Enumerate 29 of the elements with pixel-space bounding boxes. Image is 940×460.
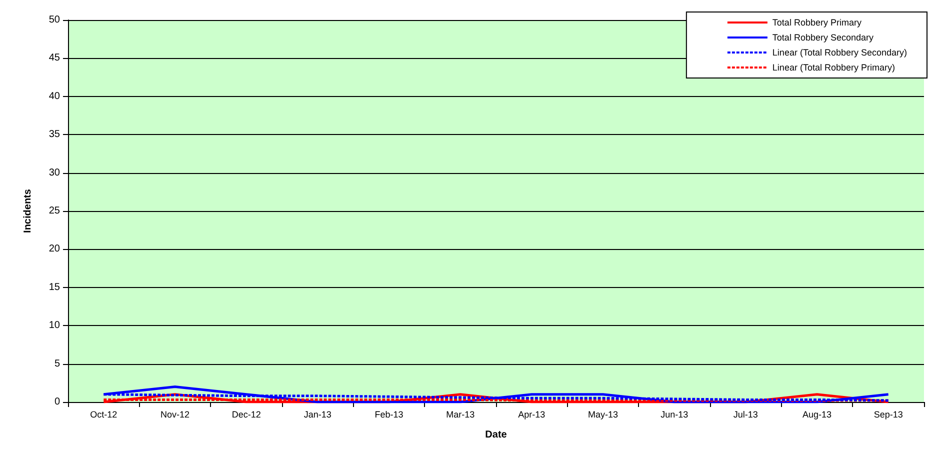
y-tick-label: 30 <box>48 167 60 178</box>
x-tick-label: Feb-13 <box>374 410 404 420</box>
y-tick-label: 10 <box>48 320 60 332</box>
y-axis-title: Incidents <box>22 188 34 233</box>
x-tick-label: Oct-12 <box>90 410 118 420</box>
y-tick-label: 20 <box>48 244 60 255</box>
y-tick-label: 15 <box>48 282 60 293</box>
legend-label: Linear (Total Robbery Secondary) <box>772 48 908 58</box>
y-tick-label: 5 <box>54 358 60 370</box>
y-tick-label: 35 <box>48 129 60 140</box>
x-tick-label: Sep-13 <box>874 410 903 420</box>
legend-label: Total Robbery Primary <box>772 18 862 28</box>
x-axis-title: Date <box>485 430 508 440</box>
y-tick-label: 40 <box>48 90 60 102</box>
x-tick-label: Jun-13 <box>660 410 688 420</box>
x-tick-label: Apr-13 <box>518 410 546 420</box>
x-tick-label: Jul-13 <box>733 410 758 420</box>
y-tick-label: 25 <box>48 206 60 216</box>
x-tick-label: Aug-13 <box>802 410 832 420</box>
x-tick-label: Nov-12 <box>160 410 190 420</box>
x-tick-label: Jan-13 <box>304 410 332 420</box>
y-tick-label: 45 <box>48 52 60 64</box>
y-tick-label: 50 <box>48 14 60 26</box>
y-tick-label: 0 <box>54 396 60 408</box>
x-tick-label: Dec-12 <box>232 410 261 420</box>
x-tick-label: Mar-13 <box>446 410 475 420</box>
x-tick-label: May-13 <box>588 410 618 420</box>
legend-label: Total Robbery Secondary <box>772 32 874 42</box>
legend-label: Linear (Total Robbery Primary) <box>772 62 895 72</box>
